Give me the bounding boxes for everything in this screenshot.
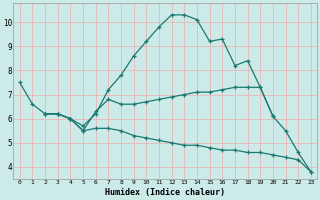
X-axis label: Humidex (Indice chaleur): Humidex (Indice chaleur) <box>105 188 225 197</box>
